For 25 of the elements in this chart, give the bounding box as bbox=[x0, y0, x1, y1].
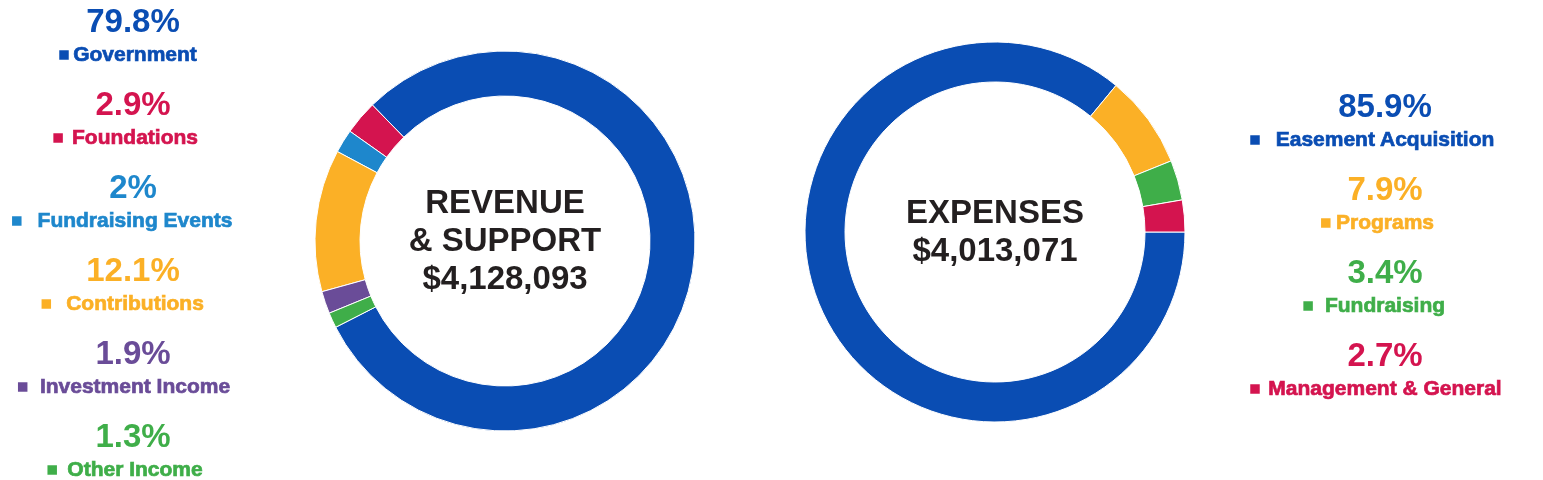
legend-label: Management & General bbox=[1268, 376, 1502, 399]
legend-label: Easement Acquisition bbox=[1275, 127, 1495, 150]
data-label: 79.8% bbox=[86, 2, 180, 39]
data-label: 1.9% bbox=[95, 334, 171, 371]
legend-label: Government bbox=[73, 42, 197, 65]
data-label: 1.3% bbox=[95, 417, 171, 454]
data-label: 7.9% bbox=[1347, 170, 1423, 207]
data-label: 12.1% bbox=[86, 251, 180, 288]
text: REVENUE & SUPPORT bbox=[408, 183, 602, 258]
data-label: 2.9% bbox=[95, 85, 171, 122]
text: EXPENSES bbox=[906, 193, 1084, 230]
data-label: 3.4% bbox=[1347, 253, 1423, 290]
data-label: 2.7% bbox=[1347, 336, 1423, 373]
text: $4,013,071 bbox=[912, 231, 1078, 268]
legend-label: Programs bbox=[1335, 210, 1435, 233]
donut-slice bbox=[804, 41, 1186, 423]
legend-label: Contributions bbox=[66, 291, 204, 314]
data-label: 2% bbox=[109, 168, 157, 205]
legend-label: Other Income bbox=[67, 457, 203, 480]
legend-label: Fundraising Events bbox=[37, 208, 233, 231]
text: $4,128,093 bbox=[422, 259, 588, 296]
legend-label: Foundations bbox=[72, 125, 198, 148]
data-label: 85.9% bbox=[1338, 87, 1432, 124]
legend-label: Fundraising bbox=[1324, 293, 1446, 316]
legend-label: Investment Income bbox=[39, 374, 231, 397]
